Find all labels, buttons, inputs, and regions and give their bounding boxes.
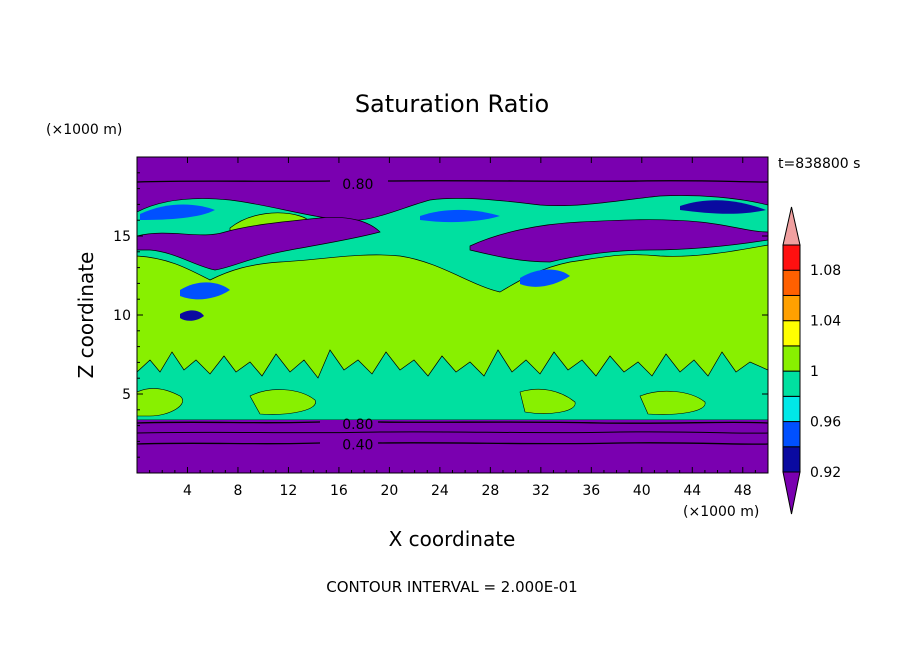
field-blue-streak-6 [180,310,204,321]
contour-label: 0.80 [342,417,373,433]
contour-label: 0.40 [342,438,373,454]
field-blue-streak-2 [420,209,500,223]
x-tick-label: 44 [683,483,701,499]
x-tick-label: 40 [633,483,651,499]
field-blue-streak-3 [680,200,766,214]
plot-area [137,157,768,473]
colorbar-band [782,421,801,448]
colorbar-band [782,294,801,322]
colorbar-band [782,446,801,473]
x-tick-label: 24 [431,483,449,499]
colorbar-band [782,370,801,397]
colorbar-band [782,244,801,271]
x-tick-label: 4 [183,483,192,499]
colorbar-band [782,395,801,423]
x-axis-label: X coordinate [389,527,516,551]
colorbar-band [782,269,801,296]
colorbar-tick-label: 0.92 [810,465,841,481]
field-blue-streak-1 [140,204,215,220]
field-blue-streak-5 [520,269,570,287]
x-unit-label: (×1000 m) [683,504,759,520]
field-dry-tongue-left [137,217,381,271]
x-axis-ticks: 4 8 12 16 20 24 28 32 36 40 44 48 [149,157,756,499]
contour-label: 0.80 [342,177,373,193]
field-lower-purple-layer [137,420,768,473]
colorbar-tick-label: 0.96 [810,415,841,431]
colorbar-tick-label: 1 [810,364,819,380]
chart-title: Saturation Ratio [355,90,549,118]
contour-line-lower-060 [137,431,768,434]
x-tick-label: 36 [582,483,600,499]
colorbar: 0.92 0.96 1 1.04 1.08 [782,206,841,515]
x-tick-label: 48 [734,483,752,499]
contour-line-upper-080 [137,180,768,183]
plot-frame [136,156,769,474]
y-tick-label: 10 [113,308,131,324]
field-blue-streak-4 [180,282,230,300]
x-tick-label: 20 [380,483,398,499]
field-green-blob-4 [639,390,706,415]
y-axis-label: Z coordinate [74,252,98,379]
y-unit-label: (×1000 m) [46,122,122,138]
y-tick-label: 5 [122,387,131,403]
contour-labels: 0.80 0.80 0.40 [342,177,373,454]
x-tick-label: 28 [481,483,499,499]
field-green-blob-3 [519,389,576,414]
colorbar-over-triangle [782,206,801,246]
colorbar-band [782,345,801,372]
contour-line-lower-080 [137,421,768,424]
time-label: t=838800 s [778,156,860,172]
colorbar-band [782,320,801,347]
x-tick-label: 16 [330,483,348,499]
colorbar-tick-label: 1.08 [810,263,841,279]
field-green-blob-1 [137,388,183,417]
x-tick-label: 8 [233,483,242,499]
contour-interval-note: CONTOUR INTERVAL = 2.000E-01 [326,578,577,596]
field-green-blob-2 [249,389,316,415]
y-tick-label: 15 [113,229,131,245]
colorbar-tick-label: 1.04 [810,314,841,330]
x-tick-label: 12 [280,483,298,499]
x-tick-label: 32 [532,483,550,499]
colorbar-under-triangle [782,471,801,515]
contour-line-lower-040 [137,442,768,445]
